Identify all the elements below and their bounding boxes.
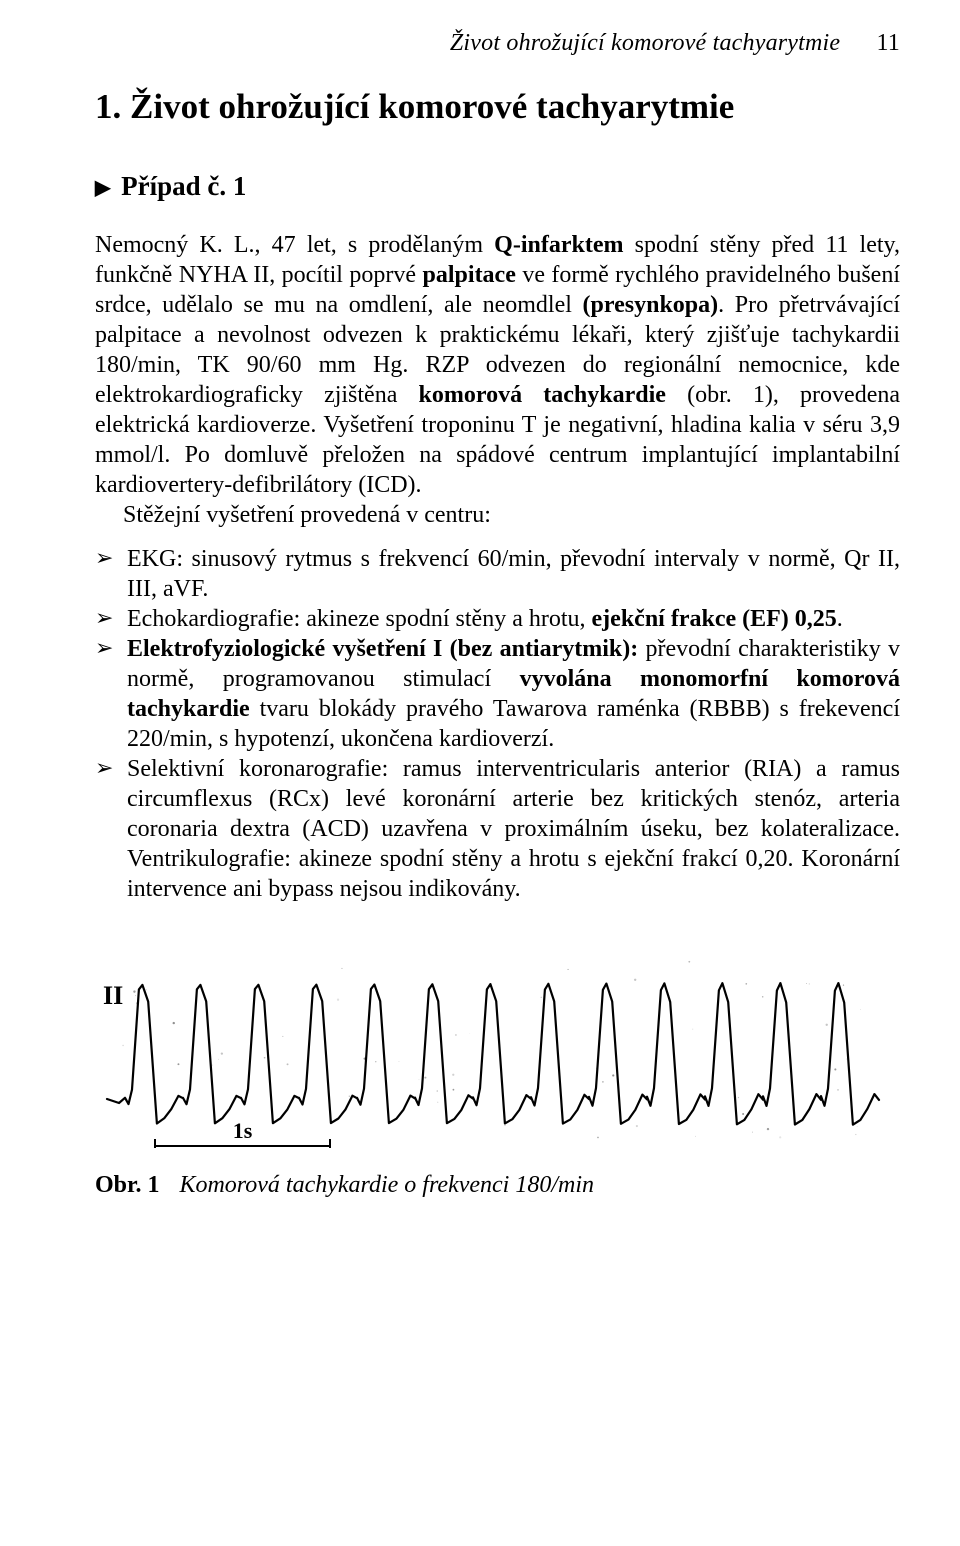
svg-text:1s: 1s xyxy=(233,1118,253,1143)
p1-bold-4: komorová tachykardie xyxy=(419,382,666,408)
svg-text:II: II xyxy=(103,981,123,1010)
page: Život ohrožující komorové tachyarytmie 1… xyxy=(0,0,960,1546)
figure-caption-text: Komorová tachykardie o frekvenci 180/min xyxy=(165,1172,594,1198)
bullet-text: EKG: sinusový rytmus s frekvencí 60/min,… xyxy=(127,546,900,602)
running-header: Život ohrožující komorové tachyarytmie 1… xyxy=(95,30,900,57)
chapter-title: 1. Život ohrožující komorové tachyarytmi… xyxy=(95,85,900,129)
paragraph-2: Stěžejní vyšetření provedená v centru: xyxy=(95,500,900,530)
running-title: Život ohrožující komorové tachyarytmie xyxy=(450,30,840,56)
bullet-item: Echokardiografie: akineze spodní stěny a… xyxy=(95,604,900,634)
bullet-list: EKG: sinusový rytmus s frekvencí 60/min,… xyxy=(95,544,900,904)
bullet-text: Echokardiografie: akineze spodní stěny a… xyxy=(127,606,592,632)
case-label: Případ č. 1 xyxy=(121,171,246,201)
bullet-item: Selektivní koronarografie: ramus interve… xyxy=(95,754,900,904)
bullet-item: EKG: sinusový rytmus s frekvencí 60/min,… xyxy=(95,544,900,604)
p1-bold-2: palpitace xyxy=(423,262,516,288)
case-heading: ▶ Případ č. 1 xyxy=(95,171,900,202)
bullet-item: Elektrofyziologické vyšetření I (bez ant… xyxy=(95,634,900,754)
case-marker-icon: ▶ xyxy=(95,175,110,200)
ecg-waveform: II 1s xyxy=(95,954,895,1154)
bullet-bold: Elektrofyziologické vyšetření I (bez ant… xyxy=(127,636,638,662)
p1-bold-1: Q-infarktem xyxy=(494,232,623,258)
paragraph-1: Nemocný K. L., 47 let, s prodělaným Q-in… xyxy=(95,230,900,500)
chapter-title-text: Život ohrožující komorové tachyarytmie xyxy=(130,87,734,126)
figure-caption: Obr. 1 Komorová tachykardie o frekvenci … xyxy=(95,1172,900,1199)
figure-label: Obr. 1 xyxy=(95,1172,159,1198)
bullet-text: . xyxy=(837,606,843,632)
chapter-number: 1. xyxy=(95,87,121,126)
bullet-text: Selektivní koronarografie: ramus interve… xyxy=(127,756,900,902)
p1-text: Nemocný K. L., 47 let, s prodělaným xyxy=(95,232,494,258)
p2-text: Stěžejní vyšetření provedená v centru: xyxy=(123,502,491,528)
p1-bold-3: (presynkopa) xyxy=(583,292,719,318)
figure-1: II 1s Obr. 1 Komorová tachykardie o frekv… xyxy=(95,954,900,1199)
page-number: 11 xyxy=(846,30,900,56)
bullet-bold: ejekční frakce (EF) 0,25 xyxy=(592,606,837,632)
